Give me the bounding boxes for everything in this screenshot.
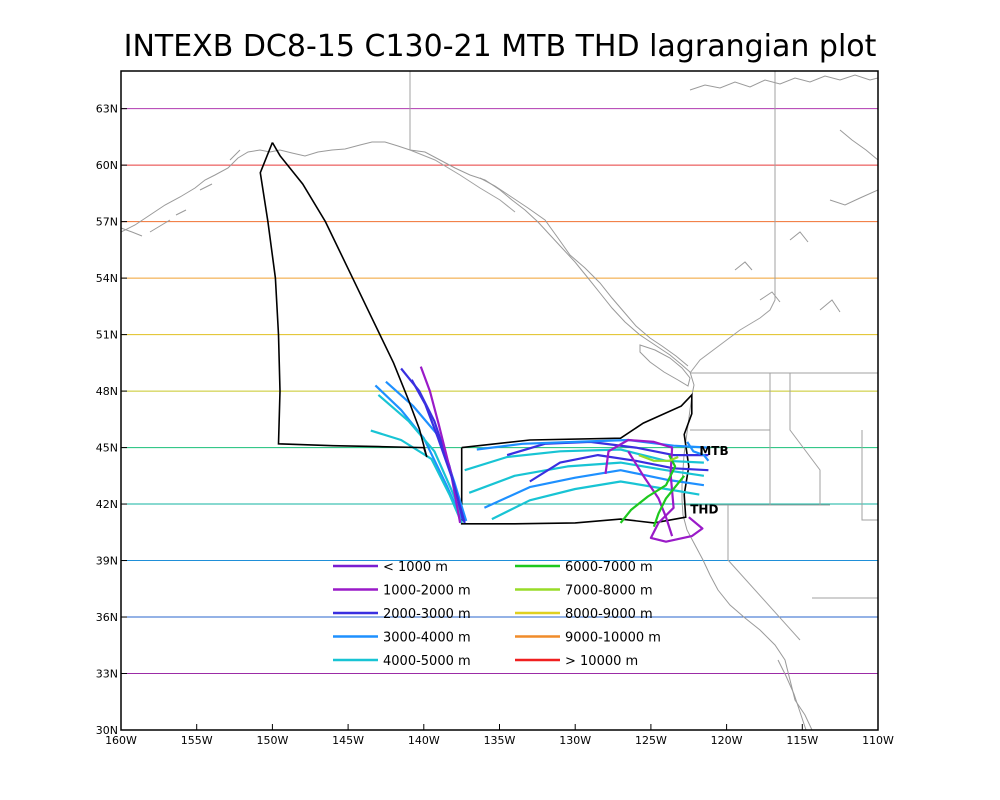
- legend-label: 2000-3000 m: [383, 607, 471, 622]
- x-tick-label: 110W: [862, 734, 894, 747]
- trajectory-line: [604, 438, 704, 543]
- plot-title: INTEXB DC8-15 C130-21 MTB THD lagrangian…: [124, 29, 877, 64]
- coastlines: [121, 74, 878, 730]
- vancouver-island: [639, 344, 691, 387]
- y-tick-label: 36N: [96, 611, 118, 624]
- legend-label: 1000-2000 m: [383, 584, 471, 599]
- x-tick-label: 150W: [256, 734, 288, 747]
- y-tick-label: 60N: [96, 159, 118, 172]
- alaska-panhandle-border: [409, 149, 516, 213]
- y-tick-label: 42N: [96, 498, 118, 511]
- y-tick-label: 48N: [96, 385, 118, 398]
- x-tick-label: 155W: [181, 734, 213, 747]
- x-tick-label: 140W: [408, 734, 440, 747]
- y-axis-ticks: 30N 33N 36N 39N 42N 45N 48N 51N 54N 57N 60N 63N: [96, 103, 127, 737]
- hudson-coast: [829, 129, 878, 206]
- map-area: MTB THD: [120, 70, 879, 731]
- bc-alberta-border: [689, 71, 776, 374]
- trajectory-line: [627, 450, 674, 537]
- c130-flight-track: [460, 392, 693, 525]
- y-tick-label: 51N: [96, 329, 118, 342]
- legend-label: 3000-4000 m: [383, 631, 471, 646]
- legend-label: 7000-8000 m: [565, 584, 653, 599]
- y-tick-label: 54N: [96, 272, 118, 285]
- trajectory-line: [638, 454, 679, 462]
- trajectory-line: [652, 475, 686, 528]
- trajectory-line: [410, 379, 466, 524]
- dc8-flight-track: [259, 142, 428, 458]
- wyoming-border: [861, 430, 878, 521]
- bc-coast-inner: [479, 177, 689, 367]
- y-tick-label: 39N: [96, 555, 118, 568]
- canada-lakes: [734, 231, 841, 313]
- trajectory-line: [529, 454, 709, 483]
- trajectory-line: [483, 469, 705, 509]
- political-borders: [409, 71, 878, 641]
- dc8-track-line: [259, 142, 428, 458]
- trajectory-line: [686, 441, 710, 462]
- site-label: MTB: [699, 444, 728, 458]
- trajectory-line: [419, 366, 462, 524]
- x-tick-label: 145W: [332, 734, 364, 747]
- legend-label: > 10000 m: [565, 654, 638, 669]
- x-tick-label: 130W: [559, 734, 591, 747]
- legend-label: 6000-7000 m: [565, 560, 653, 575]
- x-tick-label: 125W: [635, 734, 667, 747]
- baja-coast: [777, 659, 807, 730]
- legend-label: 9000-10000 m: [565, 631, 661, 646]
- trajectory-line: [619, 454, 677, 524]
- y-tick-label: 33N: [96, 668, 118, 681]
- legend-label: 4000-5000 m: [383, 654, 471, 669]
- trajectory-lines: [370, 366, 710, 543]
- site-label: THD: [690, 502, 718, 516]
- y-tick-label: 30N: [96, 724, 118, 737]
- site-markers: MTB THD: [690, 444, 728, 516]
- map-background: [121, 71, 878, 730]
- alaska-islands: [121, 149, 241, 237]
- us-west-coast: [681, 394, 813, 730]
- x-tick-label: 115W: [786, 734, 818, 747]
- trajectory-line: [506, 440, 709, 457]
- y-tick-label: 57N: [96, 216, 118, 229]
- x-tick-label: 160W: [105, 734, 137, 747]
- nevada-border: [727, 505, 801, 641]
- arctic-coast: [689, 74, 878, 91]
- altitude-legend: < 1000 m 1000-2000 m 2000-3000 m 3000-4000 …: [333, 560, 661, 669]
- trajectory-line: [370, 429, 463, 524]
- y-tick-label: 45N: [96, 442, 118, 455]
- x-tick-label: 135W: [484, 734, 516, 747]
- x-axis-ticks: 160W 155W 150W 145W 140W 135W 130W 125W 120W 115W…: [105, 724, 894, 747]
- y-tick-label: 63N: [96, 103, 118, 116]
- x-tick-label: 120W: [711, 734, 743, 747]
- legend-label: 8000-9000 m: [565, 607, 653, 622]
- c130-track-line: [460, 392, 693, 525]
- legend-label: < 1000 m: [383, 560, 448, 575]
- trajectory-line: [476, 438, 709, 451]
- montana-border: [789, 373, 821, 505]
